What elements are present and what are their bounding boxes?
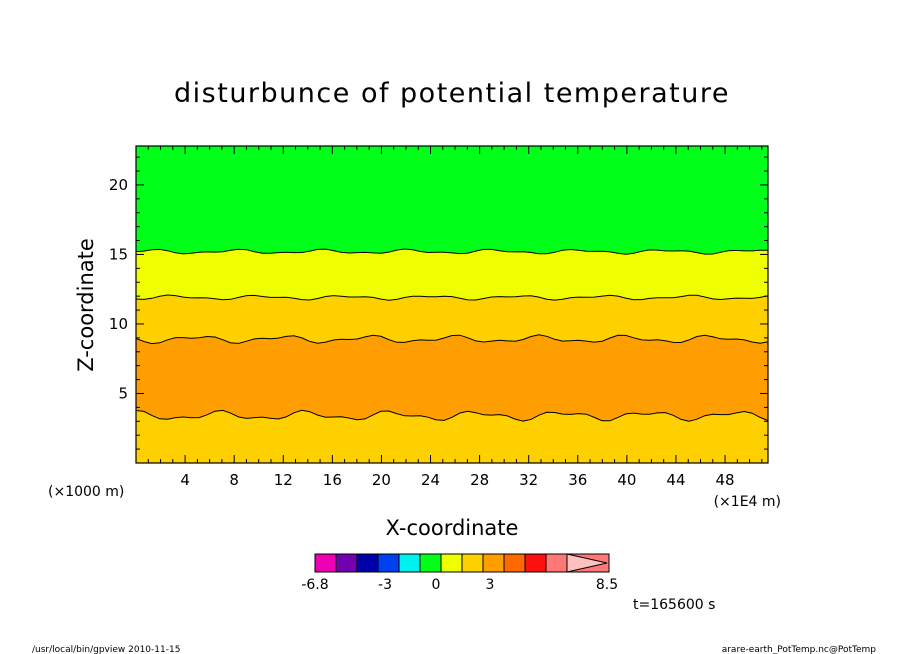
x-tick-label: 24 — [421, 471, 440, 489]
x-tick-label: 8 — [229, 471, 239, 489]
contour-line — [135, 409, 769, 422]
contour-band — [136, 146, 768, 255]
colorbar-swatch — [377, 553, 400, 573]
x-unit-right: (×1E4 m) — [714, 494, 781, 510]
x-tick-label: 4 — [180, 471, 190, 489]
colorbar-swatch — [440, 553, 463, 573]
colorbar-tick-label: 0 — [432, 577, 441, 593]
x-tick-label: 44 — [666, 471, 685, 489]
colorbar-swatch — [398, 553, 421, 573]
footer-right: arare-earth_PotTemp.nc@PotTemp — [722, 645, 877, 654]
x-tick-label: 48 — [716, 471, 735, 489]
colorbar-swatch — [482, 553, 505, 573]
y-tick-label: 5 — [118, 384, 128, 402]
contour-line — [135, 294, 769, 301]
colorbar-tick-label: 3 — [486, 577, 495, 593]
contour-line — [135, 334, 769, 345]
chart-title: disturbunce of potential temperature — [174, 78, 730, 109]
x-unit-left: (×1000 m) — [48, 484, 124, 500]
colorbar-tick-label: -6.8 — [301, 577, 328, 593]
y-tick-label: 15 — [109, 245, 128, 263]
x-tick-label: 36 — [568, 471, 587, 489]
time-annotation: t=165600 s — [633, 597, 715, 613]
colorbar-swatch — [419, 553, 442, 573]
x-tick-label: 12 — [274, 471, 293, 489]
y-tick-label: 20 — [109, 176, 128, 194]
colorbar-swatch — [314, 553, 337, 573]
y-tick-label: 10 — [109, 315, 128, 333]
colorbar-tick-label: -3 — [378, 577, 392, 593]
colorbar: -6.8 -3 0 3 8.5 — [301, 553, 618, 593]
colorbar-swatch — [503, 553, 526, 573]
footer-left: /usr/local/bin/gpview 2010-11-15 — [32, 645, 180, 654]
x-tick-label: 40 — [617, 471, 636, 489]
contour-line — [135, 248, 768, 255]
x-tick-label: 20 — [372, 471, 391, 489]
y-axis-label: Z-coordinate — [74, 238, 98, 372]
x-tick-label: 32 — [519, 471, 538, 489]
colorbar-swatch — [524, 553, 547, 573]
colorbar-swatch — [356, 553, 379, 573]
x-axis-label: X-coordinate — [386, 516, 519, 540]
x-tick-label: 28 — [470, 471, 489, 489]
colorbar-swatch — [335, 553, 358, 573]
colorbar-swatch — [461, 553, 484, 573]
colorbar-arrow — [566, 553, 608, 573]
colorbar-tick-label: 8.5 — [596, 577, 618, 593]
plot-frame — [135, 145, 769, 464]
x-tick-label: 16 — [323, 471, 342, 489]
